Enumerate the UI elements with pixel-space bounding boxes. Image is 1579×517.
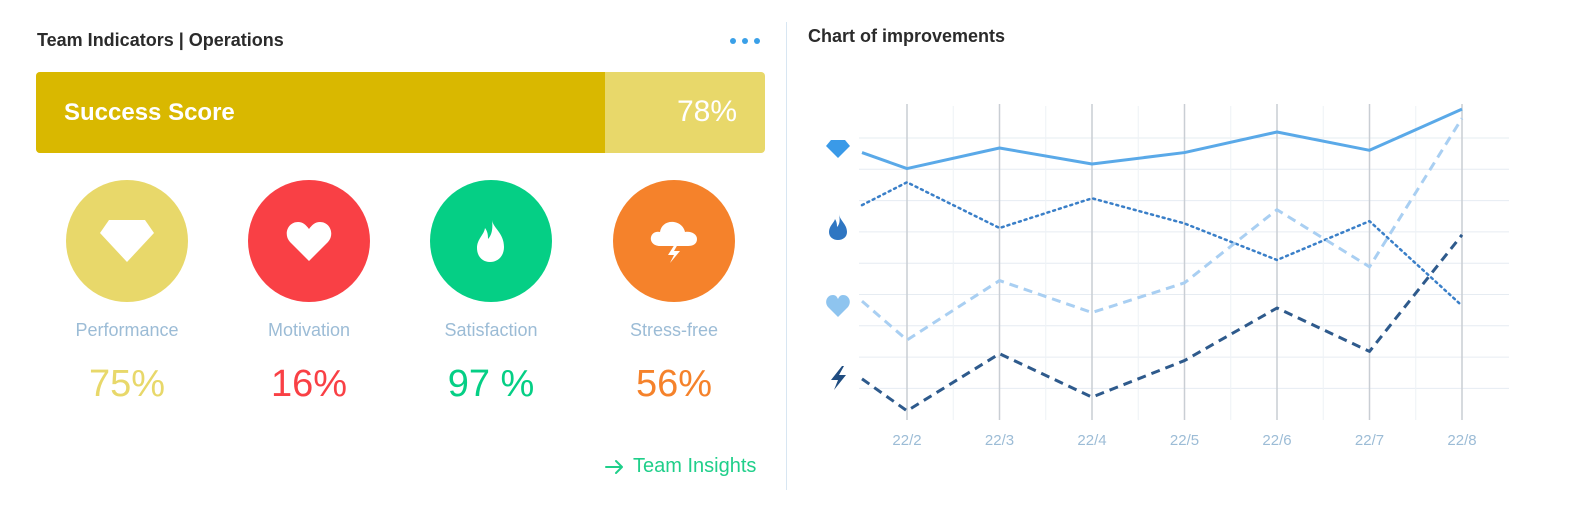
indicator-value: 75% xyxy=(88,363,166,405)
panel-title: Team Indicators | Operations xyxy=(37,30,284,50)
flame-icon xyxy=(829,214,847,240)
x-tick-label: 22/7 xyxy=(1355,432,1384,449)
success-score-bar: Success Score 78% xyxy=(36,72,765,153)
success-score-fill xyxy=(36,72,605,153)
x-tick-label: 22/2 xyxy=(892,432,921,449)
diamond-icon xyxy=(100,220,154,262)
indicator-label: Stress-free xyxy=(629,320,719,340)
success-score-label: Success Score xyxy=(64,99,235,126)
series-line xyxy=(860,181,1464,307)
indicator-satisfaction: Satisfaction 97 % xyxy=(401,180,581,406)
team-indicators-panel: Team Indicators | Operations Success Sco… xyxy=(0,0,786,517)
storm-cloud-icon xyxy=(650,221,697,263)
x-tick-label: 22/4 xyxy=(1077,432,1106,449)
indicator-value: 97 % xyxy=(447,363,535,405)
series-line xyxy=(861,107,1463,171)
arrow-right-icon xyxy=(605,459,623,474)
indicator-motivation-circle xyxy=(248,180,370,302)
indicator-satisfaction-circle xyxy=(430,180,552,302)
ellipsis-icon[interactable] xyxy=(730,36,760,46)
series-line xyxy=(861,117,1464,342)
panel-divider xyxy=(786,22,787,490)
indicator-value: 16% xyxy=(270,363,348,405)
indicator-stress-free: Stress-free 56% xyxy=(584,180,764,406)
indicator-performance-circle xyxy=(66,180,188,302)
x-tick-label: 22/6 xyxy=(1262,432,1291,449)
indicator-stress-free-circle xyxy=(613,180,735,302)
x-tick-label: 22/5 xyxy=(1170,432,1199,449)
indicator-label: Motivation xyxy=(267,320,351,340)
indicator-label: Satisfaction xyxy=(444,320,538,340)
x-tick-label: 22/8 xyxy=(1447,432,1476,449)
improvements-chart: 22/2 22/3 22/4 22/5 22/6 22/7 22/8 xyxy=(826,104,1509,449)
team-insights-link[interactable]: Team Insights xyxy=(605,455,756,478)
series-line xyxy=(861,233,1464,413)
team-insights-label: Team Insights xyxy=(633,455,757,477)
indicator-value: 56% xyxy=(635,363,713,405)
indicator-motivation: Motivation 16% xyxy=(219,180,399,406)
lightning-icon xyxy=(831,366,846,390)
indicator-performance: Performance 75% xyxy=(37,180,217,406)
heart-icon xyxy=(286,222,332,261)
success-score-value: 78% xyxy=(676,95,737,128)
indicator-label: Performance xyxy=(75,320,179,340)
chart-title: Chart of improvements xyxy=(808,26,1006,46)
flame-icon xyxy=(477,220,504,262)
heart-icon xyxy=(826,295,850,317)
diamond-icon xyxy=(826,140,850,158)
x-tick-label: 22/3 xyxy=(985,432,1014,449)
chart-panel: Chart of improvements 22/2 22/3 22/4 22/5 22… xyxy=(787,0,1579,517)
